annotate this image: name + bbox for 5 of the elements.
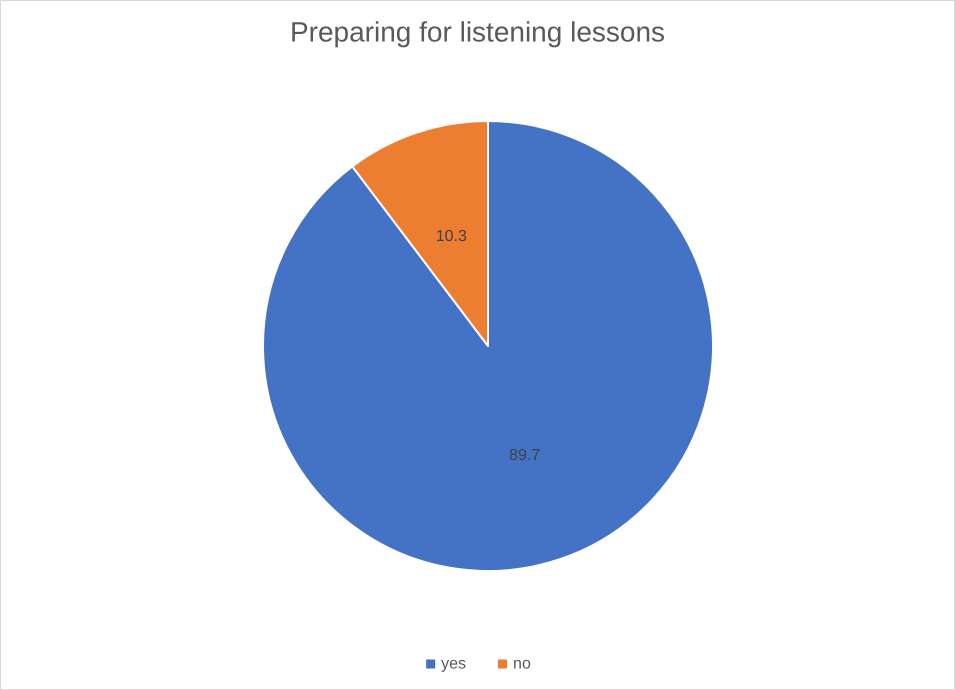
chart-title: Preparing for listening lessons — [290, 16, 666, 48]
legend-label: yes — [441, 656, 466, 672]
data-label: 10.3 — [436, 228, 467, 245]
legend-label: no — [513, 656, 531, 672]
data-label: 89.7 — [509, 447, 540, 464]
